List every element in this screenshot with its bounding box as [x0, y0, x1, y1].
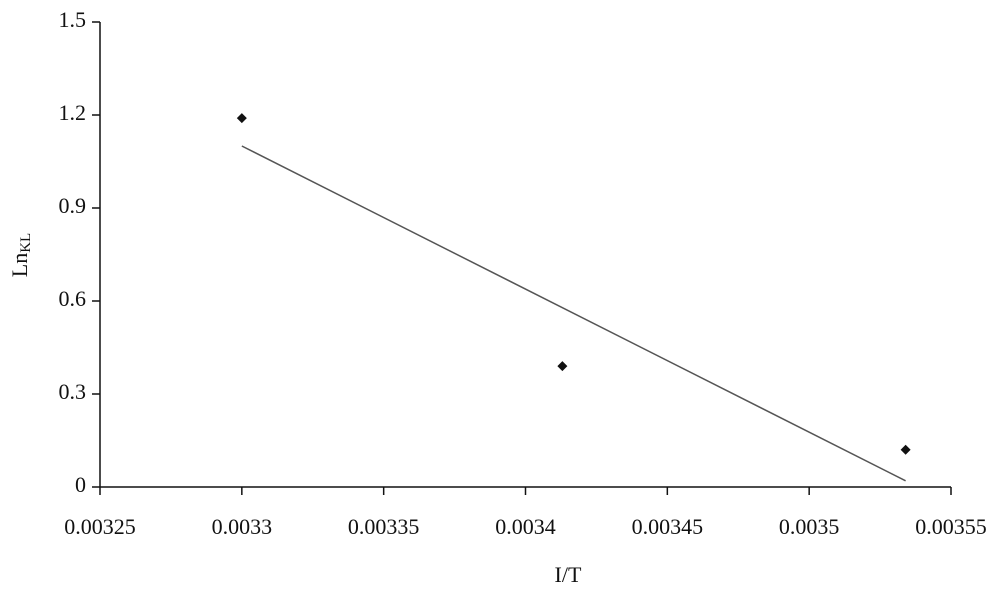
x-tick-label: 0.00325: [64, 514, 136, 539]
x-tick-label: 0.00345: [632, 514, 704, 539]
x-axis-label: I/T: [555, 562, 582, 587]
y-tick-label: 0.6: [59, 286, 87, 311]
data-point: [557, 361, 568, 372]
trendline: [241, 145, 906, 482]
y-tick-label: 1.2: [59, 100, 87, 125]
data-point: [236, 113, 247, 124]
y-tick-label: 0: [75, 472, 86, 497]
y-axis-label-main: Ln: [7, 253, 32, 277]
y-axis-label-sub: KL: [18, 233, 34, 253]
x-tick-label: 0.00335: [348, 514, 420, 539]
x-tick-label: 0.0034: [495, 514, 556, 539]
y-tick-label: 0.9: [59, 193, 87, 218]
data-point: [900, 444, 911, 455]
y-tick-label: 0.3: [59, 379, 87, 404]
x-tick-label: 0.0033: [212, 514, 273, 539]
y-tick-label: 1.5: [59, 7, 87, 32]
x-tick-label: 0.00355: [915, 514, 987, 539]
x-tick-label: 0.0035: [779, 514, 840, 539]
y-axis-label: LnKL: [7, 233, 34, 277]
